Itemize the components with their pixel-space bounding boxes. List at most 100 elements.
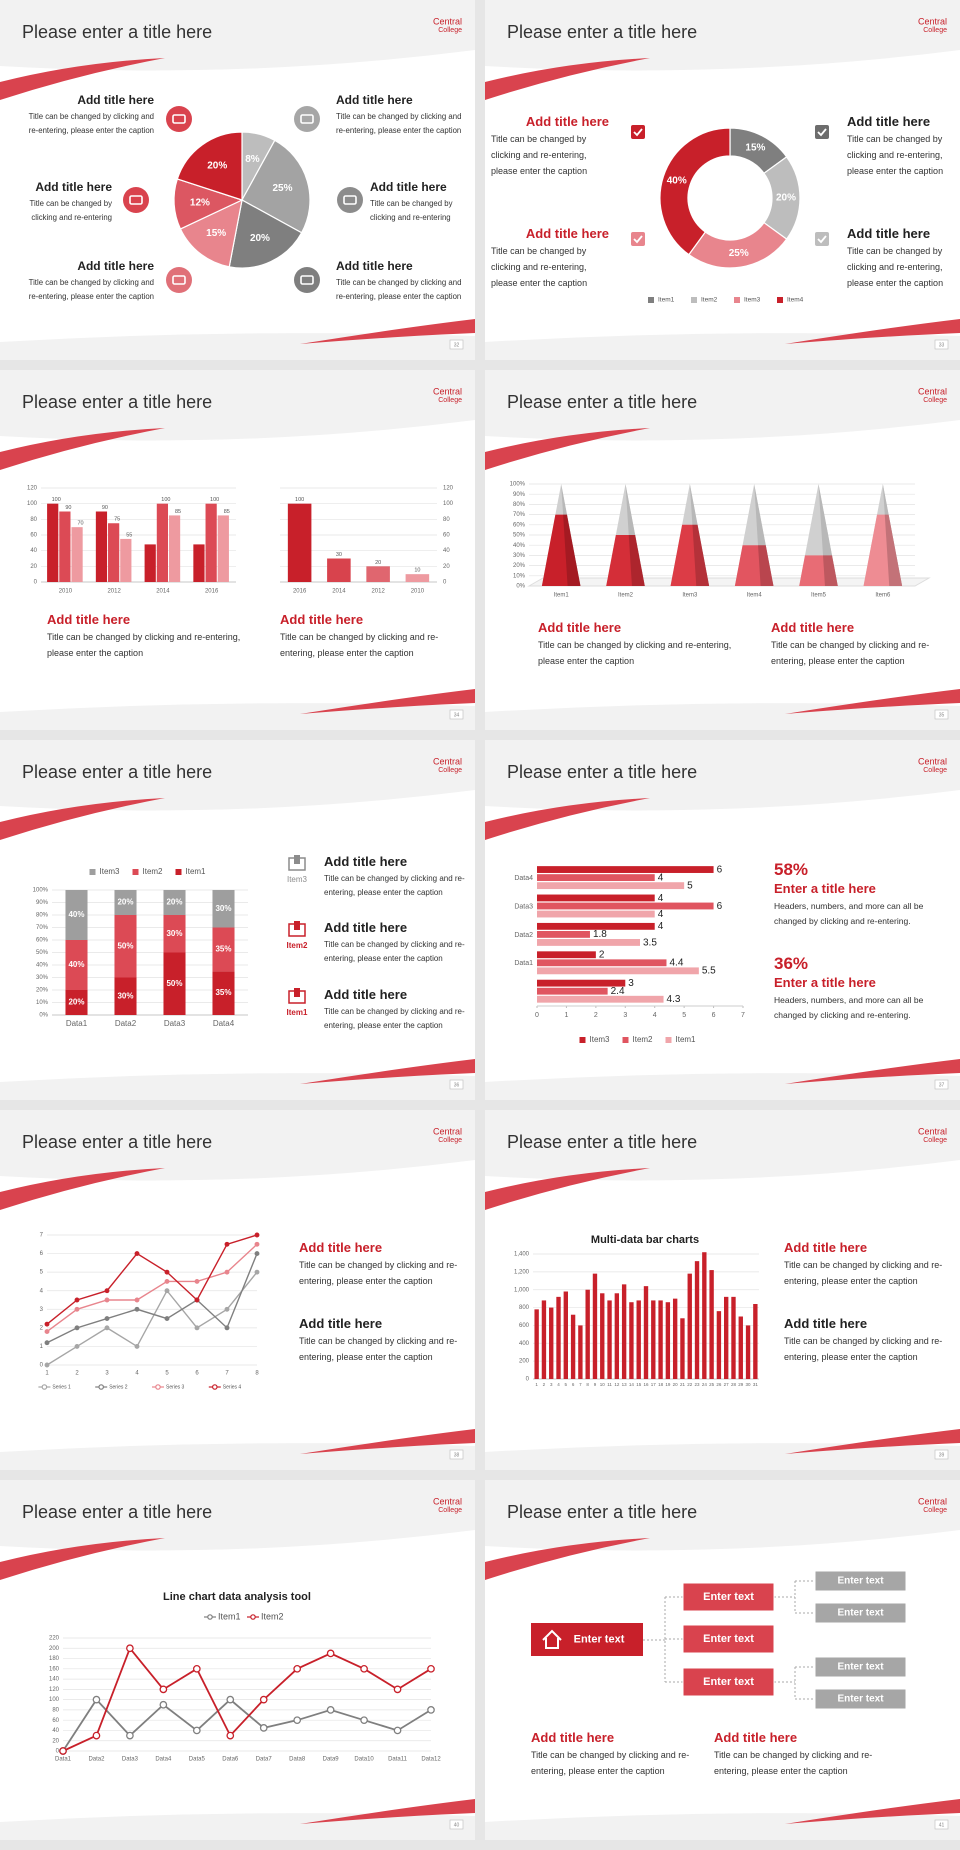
legend-swatch xyxy=(250,1614,256,1620)
slide: Please enter a title here Central College 3… xyxy=(485,370,960,730)
block-body: Title can be changed by clicking and re-… xyxy=(336,278,462,301)
x-tick-label: 2012 xyxy=(107,589,121,595)
y-tick-label: 120 xyxy=(27,486,38,492)
line-series xyxy=(46,1234,258,1325)
y-tick-label: 70% xyxy=(36,925,49,931)
line-series xyxy=(62,1646,432,1752)
slide: Please enter a title here Central College 3… xyxy=(0,370,475,730)
legend-label: Item1 xyxy=(676,1035,697,1044)
data-label: 50% xyxy=(166,979,182,988)
slide-title: Please enter a title here xyxy=(22,22,212,42)
bar xyxy=(405,574,430,582)
bar xyxy=(59,511,71,582)
bar xyxy=(537,910,655,918)
stat-number: 58% xyxy=(774,860,809,879)
legend-swatch xyxy=(579,1037,586,1043)
bar xyxy=(120,538,132,582)
legend-label: Series 2 xyxy=(109,1384,128,1390)
check-mark xyxy=(633,235,643,244)
line-point xyxy=(224,1325,230,1331)
bar xyxy=(745,1325,751,1379)
y-tick-label: 1,400 xyxy=(514,1252,530,1258)
x-tick-label: 4 xyxy=(653,1012,657,1019)
legend-swatch xyxy=(212,1384,218,1390)
block-body: Title can be changed by clicking and re-… xyxy=(771,640,930,666)
cone-fill xyxy=(606,535,645,586)
x-tick-label: Item4 xyxy=(747,593,763,599)
y-tick-label: 100 xyxy=(443,501,454,507)
y-tick-label: 0 xyxy=(40,1363,44,1369)
x-tick-label: Data3 xyxy=(164,1019,186,1028)
diagram-node xyxy=(814,1688,907,1710)
data-label: 100 xyxy=(210,497,219,503)
slide-title: Please enter a title here xyxy=(507,392,697,412)
header-swoosh xyxy=(0,428,165,470)
chart-title: Multi-data bar charts xyxy=(591,1234,699,1246)
data-label: 30% xyxy=(215,904,231,913)
icon xyxy=(166,267,192,293)
x-tick-label: Item5 xyxy=(811,593,827,599)
footer-band xyxy=(0,703,475,730)
y-tick-label: 100% xyxy=(33,888,49,894)
logo-line: College xyxy=(438,1507,462,1514)
diagram-node xyxy=(682,1582,775,1612)
legend-swatch xyxy=(777,297,783,303)
data-label: 5.5 xyxy=(702,966,716,977)
legend-swatch xyxy=(41,1384,48,1390)
x-tick-label: 2016 xyxy=(205,589,219,595)
legend-label: Item3 xyxy=(100,867,121,876)
block-body: Title can be changed by clicking and re-… xyxy=(299,1260,458,1286)
x-tick-label: 2012 xyxy=(371,589,385,595)
x-tick-label: 13 xyxy=(622,1382,628,1387)
logo-line: Central xyxy=(918,1496,947,1506)
y-tick-label: 6 xyxy=(40,1251,44,1257)
pie-slice xyxy=(241,139,311,234)
diagram-label: Enter text xyxy=(837,1662,884,1673)
page-box xyxy=(449,1449,464,1460)
footer-swoosh xyxy=(300,1429,475,1454)
page-box xyxy=(449,1079,464,1090)
cone-fill xyxy=(541,514,581,586)
data-label: 20 xyxy=(375,560,381,566)
line-point xyxy=(59,1747,67,1755)
legend-swatch xyxy=(98,1384,105,1390)
page-number: 33 xyxy=(939,342,945,348)
slide-title: Please enter a title here xyxy=(507,1502,697,1522)
legend-swatch xyxy=(648,297,654,303)
bar xyxy=(738,1316,743,1379)
bar xyxy=(694,1261,700,1379)
legend-label: Item1 xyxy=(658,297,675,304)
line-point xyxy=(326,1706,335,1714)
bar xyxy=(563,1291,568,1379)
page-box xyxy=(449,1819,464,1830)
diagram-node xyxy=(814,1570,907,1592)
logo-line: Central xyxy=(918,386,947,396)
data-label: 35% xyxy=(215,944,231,953)
y-tick-label: 80% xyxy=(513,502,526,508)
x-tick-label: 12 xyxy=(614,1382,620,1387)
header-swoosh xyxy=(485,1168,650,1210)
block-heading: Add title here xyxy=(784,1316,868,1331)
footer-band xyxy=(0,1073,475,1100)
line-point xyxy=(104,1316,110,1322)
slide: Please enter a title here Central College 3… xyxy=(485,740,960,1100)
x-tick-label: 7 xyxy=(741,1012,745,1019)
block-body: Title can be changed by clicking and re-… xyxy=(784,1260,943,1286)
line-point xyxy=(44,1329,50,1335)
bar xyxy=(629,1302,634,1379)
y-tick-label: 0 xyxy=(443,580,447,586)
bar xyxy=(556,1296,561,1379)
block-heading: Add title here xyxy=(847,226,931,241)
y-tick-label: 40 xyxy=(52,1728,59,1734)
line-point xyxy=(194,1325,200,1331)
cone-fill xyxy=(734,545,774,586)
block-heading: Add title here xyxy=(531,1730,615,1745)
pie-slice xyxy=(176,131,243,201)
y-tick-label: 80 xyxy=(52,1707,59,1713)
bar xyxy=(534,1309,539,1379)
bar xyxy=(621,1284,627,1379)
block-heading: Enter a title here xyxy=(774,975,876,990)
